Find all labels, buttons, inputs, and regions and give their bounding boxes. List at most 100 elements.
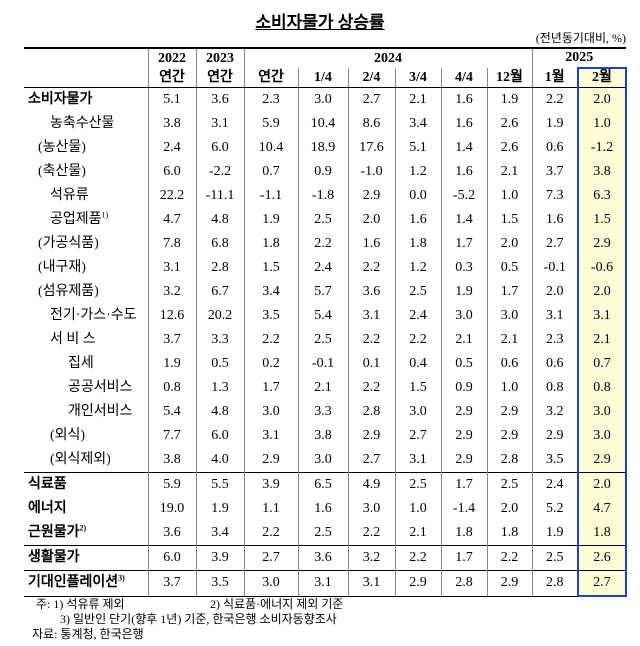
row-label-text: 석유류 [50, 188, 89, 203]
value-cell: 0.6 [486, 352, 532, 376]
value-cell: 2.7 [347, 87, 395, 112]
value-cell: 2.6 [486, 136, 532, 160]
value-cell: 3.0 [297, 448, 348, 473]
period-header: 1/4 [297, 68, 348, 88]
footnote-mark: 2) [79, 523, 87, 533]
period-header: 2/4 [347, 68, 395, 88]
value-cell: 3.6 [347, 280, 395, 304]
value-cell: 2.4 [147, 136, 196, 160]
value-cell: 6.5 [297, 472, 348, 497]
value-cell: 6.0 [147, 160, 196, 184]
table-row: (가공식품) 7.8 6.8 1.8 2.2 1.6 1.8 1.7 2.0 2.7 2.9 [24, 232, 627, 256]
value-cell: 4.8 [195, 400, 244, 424]
value-cell: 6.3 [577, 184, 627, 208]
notes: 주: 1) 석유류 제외 2) 식료품·에너지 제외 기준 3) 일반인 단기(향후… [32, 597, 343, 642]
value-cell: 1.2 [394, 160, 441, 184]
value-cell: 2.7 [243, 545, 298, 571]
value-cell: 2.8 [347, 400, 395, 424]
value-cell: 3.4 [394, 112, 441, 136]
row-label: 공업제품1) [24, 208, 148, 232]
value-cell: 0.8 [531, 376, 578, 400]
row-label: 기대인플레이션3) [24, 570, 148, 597]
row-label: 근원물가2) [24, 521, 148, 546]
row-label-text: 전기·가스·수도 [50, 308, 137, 323]
value-cell: 7.8 [147, 232, 196, 256]
table-row: 공공서비스 0.8 1.3 1.7 2.1 2.2 1.5 0.9 1.0 0.8 0.8 [24, 376, 627, 400]
table-row: 석유류 22.2 -11.1 -1.1 -1.8 2.9 0.0 -5.2 1.0 7.3 6.3 [24, 184, 627, 208]
value-cell: 2.1 [486, 160, 532, 184]
row-label-text: (농산물) [38, 140, 86, 155]
value-cell: 1.9 [147, 352, 196, 376]
value-cell: 0.0 [394, 184, 441, 208]
value-cell: -1.4 [440, 497, 487, 521]
value-cell: 3.2 [347, 545, 395, 571]
period-header: 4/4 [440, 68, 487, 88]
value-cell: 2.8 [440, 570, 487, 597]
table: 2022 2023 2024 2025 연간 연간 연간 1/4 2/4 3/4 4/4 12월 1월 2… [24, 47, 627, 597]
value-cell: 2.9 [486, 400, 532, 424]
value-cell: 3.9 [195, 545, 244, 571]
value-cell: 5.9 [243, 112, 298, 136]
value-cell: 2.8 [486, 448, 532, 473]
value-cell: 0.5 [195, 352, 244, 376]
value-cell: 0.4 [394, 352, 441, 376]
row-label: 공공서비스 [24, 376, 148, 400]
table-row: 농축수산물 3.8 3.1 5.9 10.4 8.6 3.4 1.6 2.6 1.9 1.0 [24, 112, 627, 136]
value-cell: 4.7 [147, 208, 196, 232]
value-cell: 3.6 [195, 87, 244, 112]
header-cell [24, 68, 148, 88]
value-cell: 1.7 [440, 232, 487, 256]
table-row: (외식) 7.7 6.0 3.1 3.8 2.9 2.7 2.9 2.9 2.9 3.0 [24, 424, 627, 448]
value-cell: 2.9 [243, 448, 298, 473]
value-cell: 3.3 [195, 328, 244, 352]
table-row: 개인서비스 5.4 4.8 3.0 3.3 2.8 3.0 2.9 2.9 3.2 3.0 [24, 400, 627, 424]
value-cell: 2.9 [347, 184, 395, 208]
value-cell: -0.1 [531, 256, 578, 280]
value-cell: 2.2 [347, 376, 395, 400]
value-cell: 6.0 [195, 136, 244, 160]
value-cell: 3.5 [243, 304, 298, 328]
value-cell: -11.1 [195, 184, 244, 208]
value-cell: 1.8 [486, 521, 532, 546]
value-cell: 2.0 [347, 208, 395, 232]
value-cell: 1.6 [440, 112, 487, 136]
value-cell: 3.4 [195, 521, 244, 546]
value-cell: -1.2 [577, 136, 627, 160]
table-row: 식료품 5.9 5.5 3.9 6.5 4.9 2.5 1.7 2.5 2.4 2.0 [24, 472, 627, 497]
value-cell: 7.7 [147, 424, 196, 448]
value-cell: 3.8 [147, 448, 196, 473]
value-cell: 2.9 [486, 570, 532, 597]
period-header: 연간 [195, 68, 244, 88]
value-cell: -1.0 [347, 160, 395, 184]
value-cell: 0.6 [531, 352, 578, 376]
value-cell: 2.2 [243, 328, 298, 352]
note: 2) 식료품·에너지 제외 기준 [210, 597, 344, 611]
value-cell: 2.2 [347, 256, 395, 280]
row-label: (가공식품) [24, 232, 148, 256]
table-row: 생활물가 6.0 3.9 2.7 3.6 3.2 2.2 1.7 2.2 2.5 2.6 [24, 545, 627, 571]
value-cell: -5.2 [440, 184, 487, 208]
note: 자료: 통계청, 한국은행 [32, 627, 144, 641]
value-cell: 4.7 [577, 497, 627, 521]
value-cell: 0.3 [440, 256, 487, 280]
value-cell: 2.7 [394, 424, 441, 448]
value-cell: 3.1 [577, 304, 627, 328]
value-cell: 3.6 [297, 545, 348, 571]
value-cell: 2.4 [531, 472, 578, 497]
value-cell: 1.2 [394, 256, 441, 280]
value-cell: 3.0 [243, 400, 298, 424]
value-cell: 3.0 [297, 87, 348, 112]
value-cell: 2.9 [577, 232, 627, 256]
value-cell: 1.9 [243, 208, 298, 232]
value-cell: 1.9 [531, 521, 578, 546]
value-cell: 2.0 [577, 472, 627, 497]
row-label: 농축수산물 [24, 112, 148, 136]
value-cell: 5.4 [147, 400, 196, 424]
value-cell: 10.4 [243, 136, 298, 160]
value-cell: 1.6 [440, 160, 487, 184]
table-row: 소비자물가 5.1 3.6 2.3 3.0 2.7 2.1 1.6 1.9 2.2 2.0 [24, 87, 627, 112]
value-cell: 3.8 [297, 424, 348, 448]
value-cell: 20.2 [195, 304, 244, 328]
value-cell: 1.9 [195, 497, 244, 521]
